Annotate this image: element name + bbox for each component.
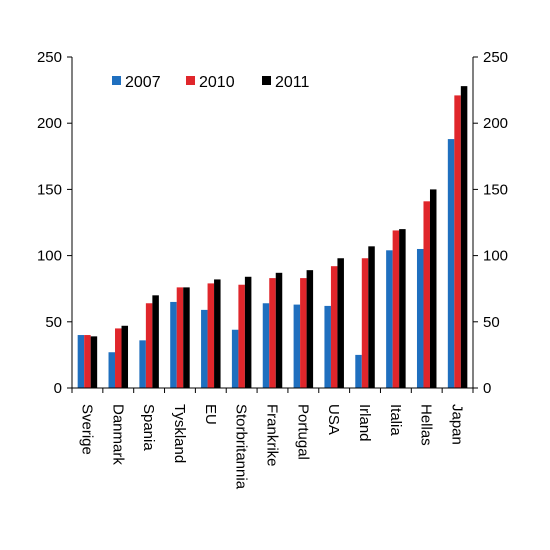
bar-2010-danmark [115,328,122,388]
bar-2010-japan [454,95,461,389]
x-category-label: USA [325,404,342,435]
legend-label-2007: 2007 [125,74,161,91]
bar-2010-irland [361,258,369,388]
bars-group [77,86,468,389]
x-category-label: Storbritannia [233,404,250,490]
bar-2010-spania [145,303,153,388]
bar-2010-frankrike [269,278,276,388]
legend: 2007 2010 2011 [112,74,310,91]
right-y-tick-label: 100 [483,248,508,265]
bar-2007-italia [386,250,393,388]
bar-2010-eu [207,283,215,388]
x-category-label: Hellas [418,404,435,446]
bar-2007-danmark [108,352,116,388]
right-y-tick-label: 200 [483,115,508,132]
bar-2011-hellas [429,189,437,388]
x-category-label: EU [202,404,219,425]
bar-2007-irland [355,354,362,388]
bar-2011-irland [368,246,375,388]
legend-swatch-2007 [112,76,121,85]
legend-label-2011: 2011 [275,74,310,91]
x-category-label: Portugal [294,404,311,460]
bar-2007-eu [201,309,208,388]
x-category-label: Spania [140,404,157,451]
bar-2010-storbritannia [238,284,245,388]
right-y-tick-label: 50 [483,314,500,331]
x-category-label: Irland [356,404,373,442]
bar-2011-storbritannia [244,276,252,388]
legend-label-2010: 2010 [199,74,235,91]
left-y-tick-label: 0 [54,380,62,397]
right-y-tick-label: 150 [483,181,508,198]
bar-2007-japan [447,139,455,388]
bar-2011-usa [337,258,344,388]
left-y-tick-label: 50 [45,314,62,331]
bar-2007-storbritannia [231,329,239,388]
bar-2007-frankrike [262,303,270,388]
bar-2010-usa [330,266,338,388]
right-y-tick-label: 250 [483,49,508,66]
bar-2010-hellas [423,201,430,388]
bar-2007-usa [324,305,331,388]
right-y-tick-label: 0 [483,380,491,397]
bar-2010-portugal [300,278,307,388]
bar-2007-hellas [416,248,424,388]
x-category-label: Tyskland [171,404,188,463]
x-category-label: Danmark [109,404,126,465]
left-y-tick-label: 150 [37,181,62,198]
bar-2010-tyskland [176,287,184,388]
bar-2011-japan [460,86,468,388]
bar-2011-tyskland [183,287,190,388]
bar-2007-tyskland [170,301,177,388]
left-y-tick-label: 200 [37,115,62,132]
bar-2007-spania [139,340,146,388]
x-category-label: Japan [449,404,466,445]
x-category-label: Frankrike [264,404,281,467]
bar-2011-portugal [306,270,314,388]
bar-2011-danmark [121,325,129,388]
left-y-tick-label: 250 [37,49,62,66]
bar-2011-sverige [90,336,98,388]
bar-2010-sverige [84,335,91,388]
bar-2011-frankrike [275,272,283,388]
axes-group: 0 0 50 50 100 100 150 150 200 200 250 250 Sverige Dan… [37,49,508,490]
bar-2007-sverige [77,335,85,388]
bar-2011-eu [214,279,221,388]
bar-2010-italia [392,230,400,388]
x-category-label: Sverige [78,404,95,455]
legend-swatch-2010 [186,76,195,85]
bar-2011-spania [152,295,159,388]
bar-2011-italia [399,229,406,388]
legend-swatch-2011 [262,76,271,85]
x-category-label: Italia [387,404,404,436]
bar-2007-portugal [293,304,301,388]
left-y-tick-label: 100 [37,248,62,265]
